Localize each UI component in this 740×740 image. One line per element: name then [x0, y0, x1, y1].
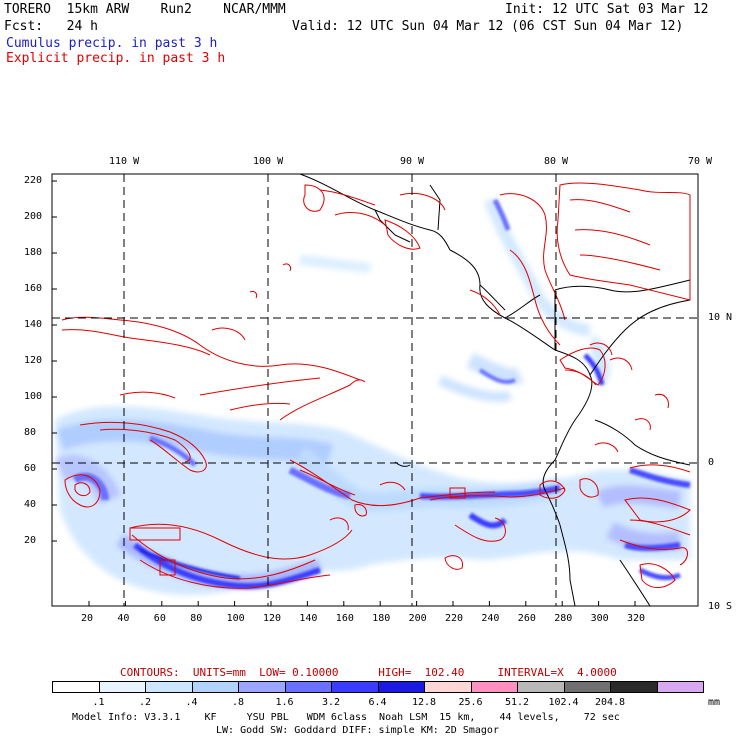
lat-label-10s: 10 S	[708, 601, 733, 612]
contour-info: CONTOURS: UNITS=mm LOW= 0.10000 HIGH= 10…	[120, 666, 617, 679]
x-tick-label: 40	[117, 613, 130, 624]
colorbar-label: 3.2	[321, 697, 341, 708]
physics-info: LW: Godd SW: Goddard DIFF: simple KM: 2D…	[216, 725, 499, 736]
colorbar-swatch	[284, 681, 332, 693]
y-tick-label: 60	[24, 463, 37, 474]
explicit-label: Explicit precip. in past 3 h	[6, 51, 226, 66]
colorbar-label: 1.6	[275, 697, 294, 708]
colorbar-label: 6.4	[368, 697, 387, 708]
x-tick-label: 140	[299, 613, 318, 624]
x-tick-label: 240	[481, 613, 500, 624]
y-tick-label: 140	[24, 319, 43, 330]
colorbar-swatch	[238, 681, 286, 693]
x-tick-label: 260	[517, 613, 536, 624]
colorbar-swatch	[656, 681, 704, 693]
explicit-contours	[61, 182, 691, 589]
colorbar-swatch	[377, 681, 425, 693]
y-tick-label: 100	[24, 391, 43, 402]
x-tick-label: 300	[590, 613, 609, 624]
x-tick-label: 60	[153, 613, 166, 624]
init-time: Init: 12 UTC Sat 03 Mar 12	[505, 2, 709, 17]
colorbar-label: .1	[92, 697, 105, 708]
colorbar-swatch	[145, 681, 193, 693]
colorbar-swatch	[52, 681, 100, 693]
x-tick-label: 320	[627, 613, 646, 624]
x-tick-label: 180	[372, 613, 391, 624]
x-tick-label: 120	[263, 613, 282, 624]
lon-label-110w: 110 W	[109, 156, 140, 167]
model-title: TORERO 15km ARW Run2 NCAR/MMM	[4, 2, 286, 17]
x-tick-label: 280	[554, 613, 573, 624]
lon-label-80w: 80 W	[544, 156, 569, 167]
x-tick-label: 200	[408, 613, 427, 624]
lat-label-0: 0	[708, 457, 715, 468]
lon-label-90w: 90 W	[400, 156, 425, 167]
y-tick-label: 200	[24, 211, 43, 222]
y-tick-label: 120	[24, 355, 43, 366]
y-tick-label: 20	[24, 535, 37, 546]
colorbar-label: 12.8	[411, 697, 437, 708]
plot-frame	[51, 173, 699, 607]
valid-time: Valid: 12 UTC Sun 04 Mar 12 (06 CST Sun …	[292, 19, 684, 34]
y-tick-label: 40	[24, 499, 37, 510]
colorbar-swatch	[470, 681, 518, 693]
colorbar-label: .8	[231, 697, 245, 708]
colorbar-swatch	[517, 681, 565, 693]
colorbar-swatch	[424, 681, 472, 693]
x-tick-label: 220	[445, 613, 464, 624]
colorbar-swatch	[563, 681, 611, 693]
colorbar-unit: mm	[708, 697, 721, 708]
colorbar-swatch	[191, 681, 239, 693]
colorbar-label: 51.2	[504, 697, 530, 708]
colorbar-swatch	[610, 681, 658, 693]
x-tick-label: 20	[81, 613, 94, 624]
colorbar-swatch	[331, 681, 379, 693]
cumulus-label: Cumulus precip. in past 3 h	[6, 36, 218, 51]
colorbar-label: 102.4	[548, 697, 579, 708]
y-tick-label: 80	[24, 427, 37, 438]
cumulus-shading	[54, 198, 691, 595]
x-tick-label: 100	[226, 613, 245, 624]
colorbar-label: .2	[138, 697, 152, 708]
colorbar-label: .4	[185, 697, 198, 708]
lat-label-10n: 10 N	[708, 312, 733, 323]
y-tick-label: 180	[24, 247, 43, 258]
y-tick-label: 160	[24, 283, 43, 294]
forecast-hour: Fcst: 24 h	[4, 19, 98, 34]
latlon-grid	[52, 174, 698, 606]
model-info: Model Info: V3.3.1 KF YSU PBL WDM 6class…	[72, 712, 620, 723]
colorbar-swatch	[98, 681, 146, 693]
lon-label-100w: 100 W	[253, 156, 284, 167]
x-tick-label: 80	[190, 613, 203, 624]
x-tick-label: 160	[335, 613, 354, 624]
lon-label-70w: 70 W	[688, 156, 713, 167]
colorbar-label: 204.8	[594, 697, 626, 708]
y-tick-label: 220	[24, 175, 43, 186]
colorbar-label: 25.6	[458, 697, 483, 708]
